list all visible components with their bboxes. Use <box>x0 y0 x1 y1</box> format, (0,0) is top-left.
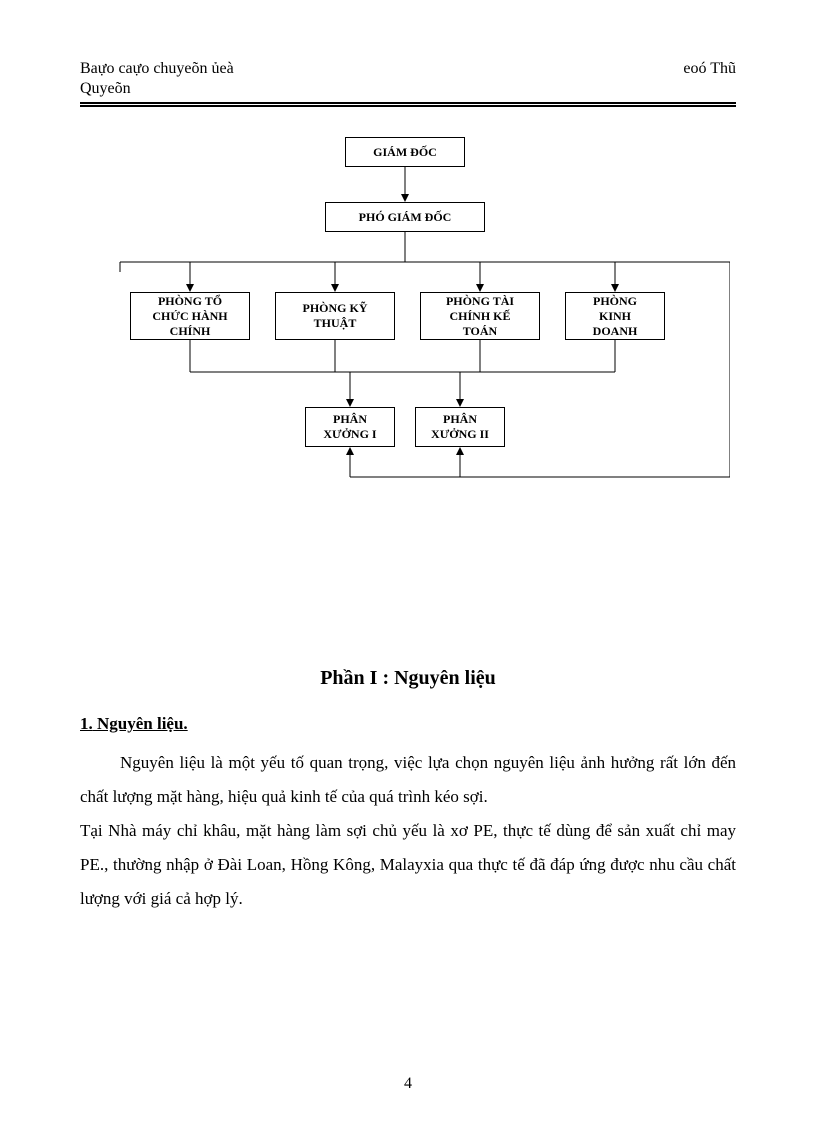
section-title: Phần I : Nguyên liệu <box>80 667 736 690</box>
node-label: PHÂNXƯỞNG II <box>431 412 489 442</box>
org-chart: GIÁM ĐỐC PHÓ GIÁM ĐỐC PHÒNG TỔCHỨC HÀNHC… <box>90 137 730 517</box>
page-header: Baựo caựo chuyeõn ủeà eoó Thũ <box>80 60 736 78</box>
header-left: Baựo caựo chuyeõn ủeà <box>80 60 234 78</box>
node-label: GIÁM ĐỐC <box>373 145 437 160</box>
node-label: PHÓ GIÁM ĐỐC <box>359 210 452 225</box>
node-label: PHÒNG KỸTHUẬT <box>303 301 368 331</box>
node-label: PHÒNGKINHDOANH <box>593 294 638 339</box>
node-label: PHÒNG TỔCHỨC HÀNHCHÍNH <box>152 294 227 339</box>
page-number: 4 <box>0 1075 816 1093</box>
heading-number: 1. <box>80 714 93 733</box>
node-phong-tai-chinh: PHÒNG TÀICHÍNH KẾTOÁN <box>420 292 540 340</box>
paragraph-1: Nguyên liệu là một yếu tố quan trọng, vi… <box>80 746 736 814</box>
node-phong-ky-thuat: PHÒNG KỸTHUẬT <box>275 292 395 340</box>
node-label: PHÒNG TÀICHÍNH KẾTOÁN <box>446 294 514 339</box>
header-right: eoó Thũ <box>683 60 736 78</box>
node-phong-to-chuc: PHÒNG TỔCHỨC HÀNHCHÍNH <box>130 292 250 340</box>
subheading: 1. Nguyên liệu. <box>80 714 736 734</box>
node-label: PHÂNXƯỞNG I <box>323 412 376 442</box>
node-giam-doc: GIÁM ĐỐC <box>345 137 465 167</box>
heading-text: Nguyên liệu. <box>97 714 188 733</box>
node-pho-giam-doc: PHÓ GIÁM ĐỐC <box>325 202 485 232</box>
header-rule <box>80 102 736 107</box>
paragraph-2: Tại Nhà máy chỉ khâu, mặt hàng làm sợi c… <box>80 814 736 916</box>
node-phan-xuong-1: PHÂNXƯỞNG I <box>305 407 395 447</box>
body-text: Nguyên liệu là một yếu tố quan trọng, vi… <box>80 746 736 916</box>
node-phong-kinh-doanh: PHÒNGKINHDOANH <box>565 292 665 340</box>
header-line2: Quyeõn <box>80 80 736 98</box>
node-phan-xuong-2: PHÂNXƯỞNG II <box>415 407 505 447</box>
